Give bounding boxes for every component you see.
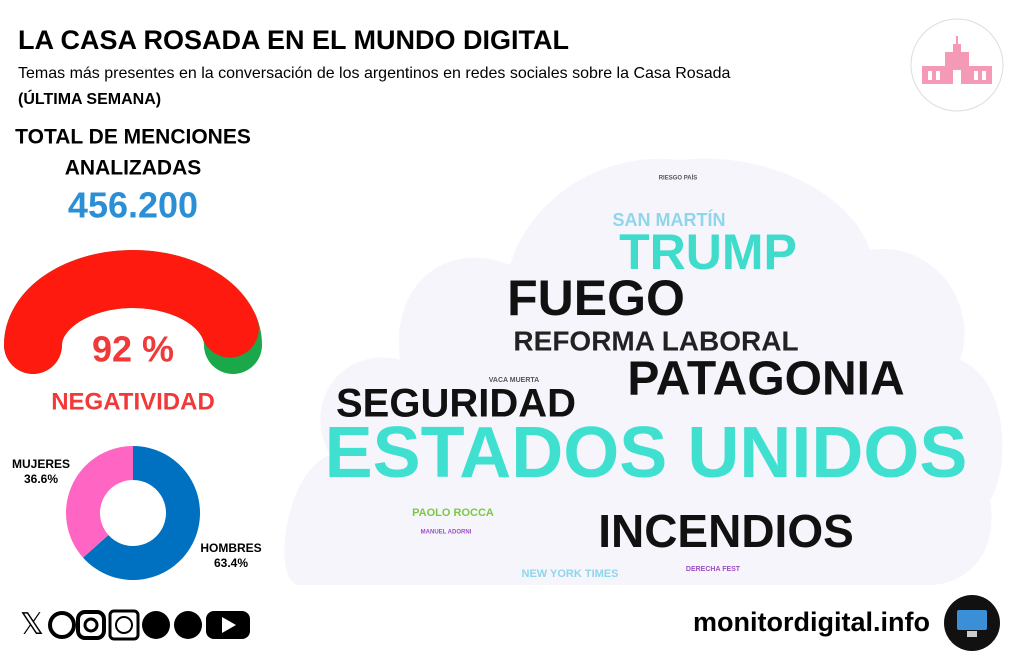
total-value: 456.200	[68, 185, 198, 226]
cloud-word: MANUEL ADORNI	[421, 530, 472, 536]
title: LA CASA ROSADA EN EL MUNDO DIGITAL	[18, 25, 569, 55]
cloud-word: ESTADOS UNIDOS	[325, 413, 968, 493]
site-url: monitordigital.info	[693, 607, 930, 637]
cloud-word: SAN MARTÍN	[613, 209, 726, 230]
pie-value-label: 36.6%	[24, 472, 58, 486]
cloud-word: TRUMP	[619, 224, 797, 280]
subtitle: Temas más presentes en la conversación d…	[18, 65, 730, 82]
total-label: ANALIZADAS	[65, 157, 202, 180]
site-icon	[944, 595, 1000, 651]
social-icons: 𝕏	[20, 608, 250, 641]
cloud-word: REFORMA LABORAL	[513, 325, 798, 356]
cloud-word: RIESGO PAÍS	[659, 174, 698, 182]
pie-value-label: 63.4%	[214, 556, 248, 570]
gauge-value	[4, 250, 259, 374]
cloud-word: PATAGONIA	[627, 353, 904, 406]
cloud-word: FUEGO	[507, 270, 685, 326]
period: (ÚLTIMA SEMANA)	[18, 89, 161, 108]
cloud-word: NEW YORK TIMES	[522, 568, 619, 580]
cloud-background	[284, 158, 1003, 585]
gauge-value-label: 92 %	[92, 329, 174, 370]
cloud-word: PAOLO ROCCA	[412, 507, 494, 519]
pie-category-label: MUJERES	[12, 457, 70, 471]
total-label: TOTAL DE MENCIONES	[15, 126, 251, 149]
cloud-word: DERECHA FEST	[686, 566, 741, 573]
gauge-label: NEGATIVIDAD	[51, 388, 215, 415]
cloud-word: VACA MUERTA	[489, 377, 539, 384]
svg-text:𝕏: 𝕏	[20, 608, 44, 641]
pie-category-label: HOMBRES	[200, 541, 261, 555]
cloud-word: SEGURIDAD	[336, 382, 576, 426]
pie-slice	[66, 446, 133, 558]
pie-slice	[83, 446, 200, 580]
cloud-word: INCENDIOS	[598, 505, 854, 557]
logo	[910, 18, 1004, 112]
